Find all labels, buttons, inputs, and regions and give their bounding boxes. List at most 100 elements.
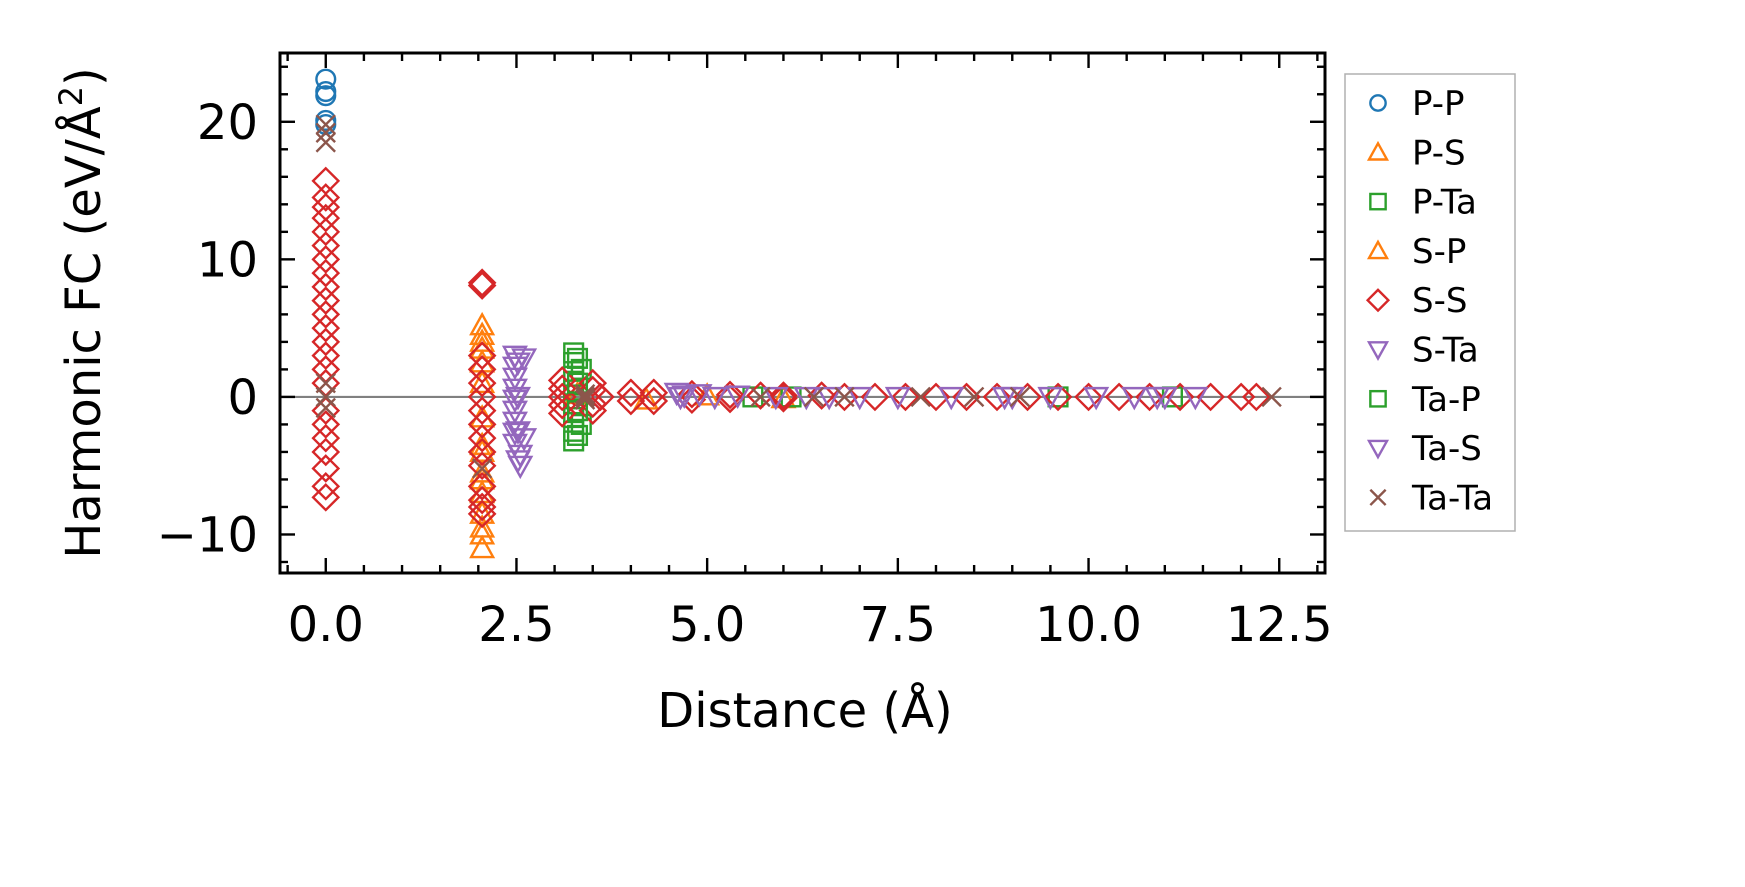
point-S-S-17 <box>311 410 341 439</box>
legend-label: Ta-Ta <box>1411 478 1493 518</box>
point-P-Ta-9 <box>570 413 592 435</box>
x-axis-label: Distance (Å) <box>657 682 952 739</box>
point-Ta-S-5 <box>816 386 843 411</box>
point-P-S-4 <box>469 369 496 394</box>
point-S-Ta-20 <box>846 386 873 411</box>
point-S-S-11 <box>311 313 341 343</box>
point-S-Ta-17 <box>724 385 751 410</box>
point-Ta-Ta-7 <box>574 383 596 405</box>
y-axis-label-superscript: 2 <box>52 86 90 106</box>
plot-frame <box>278 51 1327 575</box>
series-Ta-Ta <box>315 114 1282 479</box>
legend-marker-S-P <box>1366 239 1390 260</box>
legend-marker-P-P <box>1369 94 1387 112</box>
point-S-S-18 <box>311 423 341 453</box>
point-S-Ta-14 <box>671 385 698 410</box>
point-P-Ta-1 <box>563 351 585 374</box>
point-S-S-50 <box>639 378 669 408</box>
point-S-S-68 <box>1074 382 1103 412</box>
point-S-S-31 <box>467 423 497 453</box>
point-Ta-Ta-10 <box>750 386 771 408</box>
legend-entry-Ta-P: Ta-P <box>1369 380 1481 420</box>
data-marks-layer <box>311 68 1282 559</box>
legend-marker-S-S <box>1365 288 1391 313</box>
legend-marker-P-S <box>1366 140 1390 161</box>
point-S-S-23 <box>467 268 497 298</box>
point-Ta-Ta-6 <box>471 458 493 479</box>
point-S-S-4 <box>311 217 341 247</box>
x-tick-label: 5.0 <box>669 597 745 653</box>
legend-marker-P-Ta <box>1369 192 1387 211</box>
point-S-S-42 <box>547 399 577 428</box>
point-S-S-28 <box>467 382 497 412</box>
point-S-S-53 <box>677 385 707 415</box>
series-S-Ta <box>501 345 1209 480</box>
x-tick-label: 2.5 <box>478 597 554 653</box>
point-S-S-58 <box>769 383 798 413</box>
point-S-S-65 <box>982 382 1012 412</box>
legend-marker-Ta-S <box>1366 439 1390 460</box>
ticks-layer: 0.0 2.5 5.0 7.5 10.0 12.5 −10 0 10 20 <box>157 53 1333 653</box>
legend-label: P-S <box>1412 133 1466 173</box>
series-Ta-S <box>504 352 1171 474</box>
point-P-S-2 <box>469 335 496 359</box>
point-Ta-P-0 <box>566 347 589 369</box>
point-S-Ta-22 <box>938 386 965 411</box>
point-S-Ta-18 <box>762 386 789 411</box>
legend-label: Ta-S <box>1411 429 1482 469</box>
point-P-P-1 <box>315 80 337 103</box>
point-S-S-6 <box>311 245 341 274</box>
point-S-S-56 <box>746 381 775 410</box>
point-S-S-63 <box>921 382 951 412</box>
point-S-Ta-24 <box>1037 386 1064 411</box>
point-S-S-61 <box>860 382 890 412</box>
point-S-S-10 <box>311 300 341 329</box>
y-axis-label-end: ) <box>56 67 112 86</box>
legend-entry-P-S: P-S <box>1366 133 1466 173</box>
point-S-S-66 <box>1013 382 1042 412</box>
point-S-S-34 <box>467 471 497 501</box>
point-Ta-Ta-8 <box>574 386 596 408</box>
point-S-Ta-21 <box>884 386 911 411</box>
point-P-S-14 <box>694 382 721 406</box>
legend-marker-S-Ta <box>1366 341 1390 361</box>
point-S-S-37 <box>467 499 497 529</box>
point-P-S-10 <box>469 521 496 545</box>
y-axis-label: Harmonic FC (eV/Å2) <box>52 67 112 559</box>
legend-label: P-P <box>1412 84 1465 124</box>
point-S-S-49 <box>616 386 646 416</box>
point-Ta-Ta-5 <box>315 397 336 419</box>
legend-entry-P-Ta: P-Ta <box>1369 183 1477 223</box>
point-P-S-11 <box>469 534 496 559</box>
point-S-S-19 <box>311 437 341 467</box>
point-S-Ta-11 <box>511 348 538 372</box>
point-S-S-43 <box>578 368 608 398</box>
point-S-S-5 <box>311 231 341 260</box>
legend-entry-S-S: S-S <box>1365 281 1467 321</box>
point-S-S-27 <box>467 368 497 398</box>
point-P-P-2 <box>315 85 337 107</box>
point-S-S-21 <box>311 471 341 501</box>
legend-entry-S-P: S-P <box>1366 232 1466 272</box>
legend-entry-S-Ta: S-Ta <box>1366 331 1479 371</box>
series-P-P <box>315 68 337 136</box>
point-S-Ta-25 <box>1083 386 1110 411</box>
point-S-Ta-15 <box>686 384 713 408</box>
point-P-P-0 <box>315 68 337 90</box>
point-S-S-69 <box>1104 382 1134 412</box>
point-S-S-51 <box>639 386 669 416</box>
legend-entry-Ta-Ta: Ta-Ta <box>1369 478 1493 518</box>
point-S-S-70 <box>1135 382 1164 412</box>
point-Ta-Ta-15 <box>1009 386 1031 408</box>
point-S-S-30 <box>467 410 497 439</box>
point-S-S-74 <box>1242 382 1271 412</box>
y-axis-label-main: Harmonic FC (eV/Å <box>55 106 112 559</box>
legend: P-P P-S P-Ta S-P S-S S-Ta Ta-P Ta-S Ta-Ta <box>1344 73 1516 532</box>
point-S-S-64 <box>952 382 981 412</box>
point-Ta-S-3 <box>504 450 532 474</box>
point-S-S-48 <box>616 378 646 408</box>
legend-label: S-S <box>1412 281 1467 321</box>
legend-marker-Ta-P <box>1369 389 1387 408</box>
